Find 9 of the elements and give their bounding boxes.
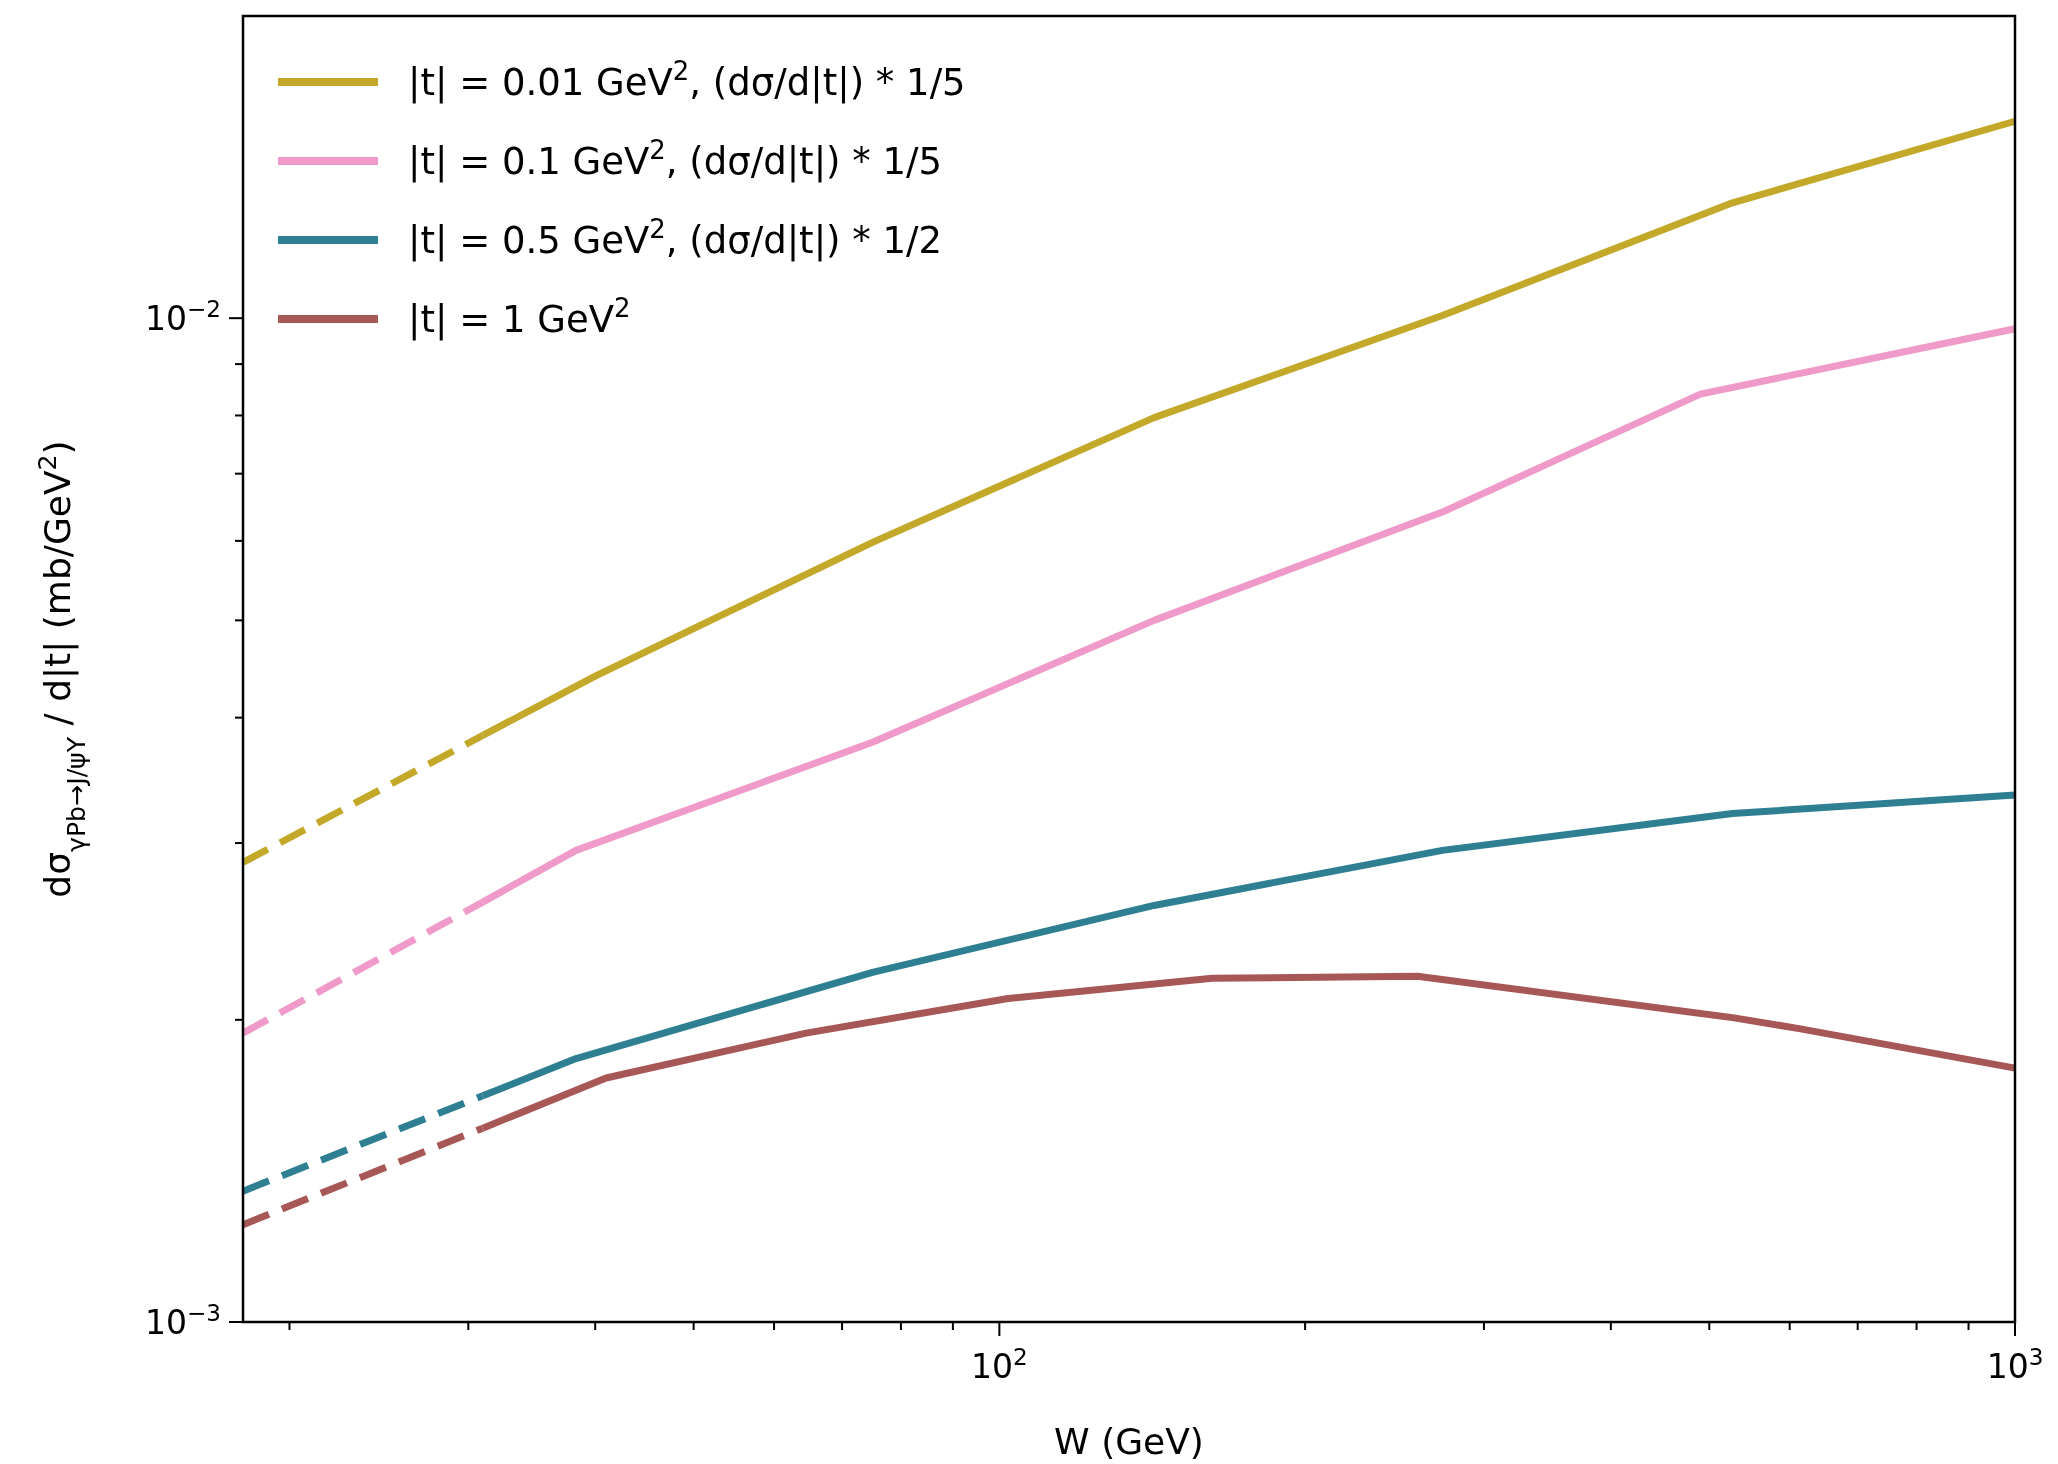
legend-label: |t| = 1 GeV$^{2}$	[408, 293, 631, 341]
y-tick-label: 10$^{−2}$	[144, 296, 221, 339]
legend-label: |t| = 0.1 GeV$^{2}$, (dσ/d|t|) * 1/5	[408, 135, 943, 183]
x-tick-label: 10$^{2}$	[971, 1344, 1028, 1386]
x-tick-label: 10$^{3}$	[1986, 1344, 2044, 1386]
legend-label: |t| = 0.01 GeV$^{2}$, (dσ/d|t|) * 1/5	[408, 56, 966, 104]
legend-label: |t| = 0.5 GeV$^{2}$, (dσ/d|t|) * 1/2	[408, 214, 943, 262]
x-axis-title: W (GeV)	[1054, 1421, 1204, 1462]
y-tick-label: 10$^{−3}$	[144, 1300, 221, 1342]
